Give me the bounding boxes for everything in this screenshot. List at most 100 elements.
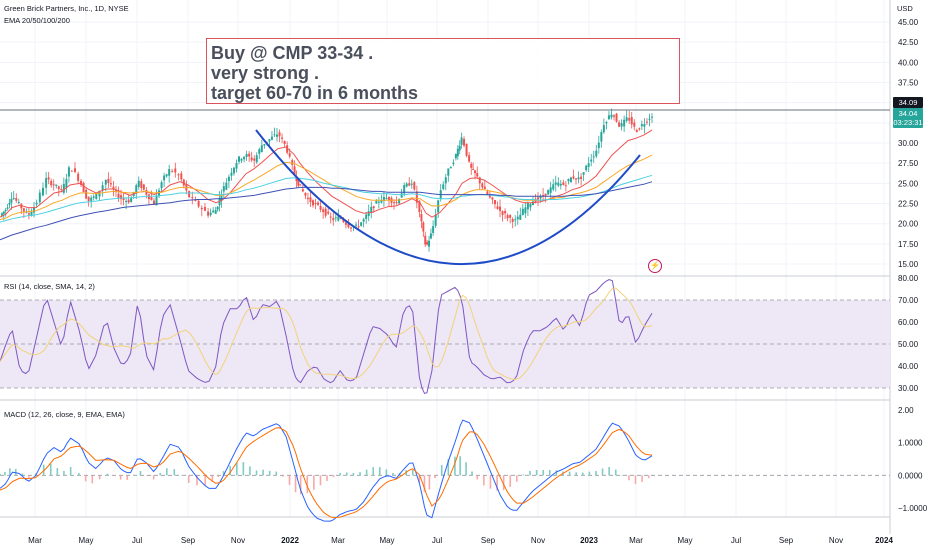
candle-up	[521, 208, 524, 215]
candle-down	[286, 145, 289, 153]
macd-histogram-bar	[352, 472, 355, 476]
time-tick-label: Jul	[432, 536, 442, 545]
annotation-line-1: Buy @ CMP 33-34 .	[211, 43, 374, 63]
macd-histogram-bar	[365, 469, 368, 476]
macd-histogram-bar	[235, 462, 238, 476]
candle-down	[122, 198, 125, 201]
macd-histogram-bar	[434, 475, 436, 479]
time-tick-label: Nov	[829, 536, 843, 545]
candle-down	[203, 206, 206, 211]
candle-down	[319, 205, 322, 210]
candle-down	[332, 218, 335, 221]
macd-histogram-bar	[255, 470, 258, 476]
rsi-tick-label: 80.00	[898, 274, 919, 283]
macd-histogram-bar	[14, 468, 17, 476]
currency-label: USD	[897, 4, 913, 13]
candle-up	[514, 219, 517, 221]
macd-histogram-bar	[647, 475, 650, 479]
macd-histogram-bar	[28, 475, 30, 478]
candle-up	[452, 162, 455, 165]
candle-up	[235, 163, 238, 169]
candle-down	[486, 191, 489, 195]
candle-down	[580, 176, 583, 180]
candle-up	[92, 196, 95, 198]
candle-down	[248, 153, 251, 157]
macd-histogram-bar	[454, 456, 456, 476]
time-tick-label: 2023	[580, 536, 598, 545]
candle-up	[410, 183, 413, 185]
candle-down	[197, 200, 200, 207]
ema-indicator-label[interactable]: EMA 20/50/100/200	[4, 16, 70, 25]
macd-histogram-bar	[126, 475, 129, 480]
candle-down	[314, 202, 317, 204]
candle-up	[130, 198, 133, 203]
candle-up	[225, 182, 228, 190]
rsi-tick-label: 60.00	[898, 318, 919, 327]
candle-down	[499, 206, 502, 211]
candle-up	[4, 209, 7, 212]
symbol-title[interactable]: Green Brick Partners, Inc., 1D, NYSE	[4, 4, 129, 13]
macd-histogram-bar	[346, 472, 348, 476]
macd-line	[0, 419, 653, 522]
rsi-indicator-label[interactable]: RSI (14, close, SMA, 14, 2)	[4, 282, 95, 291]
candle-down	[194, 199, 197, 201]
candle-up	[454, 154, 457, 159]
macd-histogram-bar	[152, 475, 155, 480]
price-tick-label: 20.00	[898, 220, 919, 229]
candle-down	[295, 175, 298, 182]
candle-up	[526, 202, 529, 210]
time-axis[interactable]: Mar May Jul Sep Nov 2022 Mar May Jul Sep Nov 2023 Ma…	[28, 536, 893, 545]
annotation-callout[interactable]: Buy @ CMP 33-34 . very strong . target 6…	[206, 38, 680, 104]
candle-up	[263, 144, 266, 146]
candle-down	[299, 184, 302, 186]
macd-histogram-bar	[288, 475, 291, 485]
macd-histogram-bar	[187, 475, 190, 483]
candle-down	[180, 173, 183, 180]
macd-histogram-bar	[306, 475, 309, 494]
candle-up	[403, 185, 406, 194]
candle-down	[633, 122, 636, 127]
candle-down	[347, 223, 350, 228]
candle-down	[478, 177, 481, 184]
events-bolt-icon[interactable]: ⚡	[648, 259, 662, 273]
current-price-tag: 34.04	[893, 108, 923, 119]
candle-down	[418, 200, 421, 213]
candle-down	[420, 214, 423, 222]
candle-down	[182, 179, 185, 186]
candle-up	[230, 172, 233, 176]
time-tick-label: Nov	[231, 536, 245, 545]
macd-histogram-bar	[588, 471, 591, 476]
candle-down	[628, 118, 631, 121]
candle-down	[562, 182, 565, 185]
candle-up	[362, 219, 365, 222]
macd-indicator-label[interactable]: MACD (12, 26, close, 9, EMA, EMA)	[4, 410, 125, 419]
candle-up	[273, 134, 276, 136]
candle-up	[623, 119, 626, 127]
candle-up	[137, 180, 140, 187]
candle-down	[470, 163, 473, 168]
candle-up	[432, 226, 435, 233]
candle-down	[472, 168, 475, 170]
candle-up	[442, 184, 445, 190]
candle-down	[501, 211, 504, 215]
candle-up	[375, 200, 378, 204]
candle-up	[651, 116, 653, 118]
candle-down	[324, 208, 327, 216]
candle-up	[382, 197, 385, 202]
candle-down	[357, 226, 360, 228]
candle-up	[539, 195, 542, 199]
candle-up	[216, 206, 219, 210]
macd-histogram-bar	[423, 475, 426, 492]
candle-down	[309, 197, 312, 203]
candle-up	[160, 182, 163, 189]
price-tick-label: 42.50	[898, 38, 919, 47]
price-axis[interactable]: 45.0042.5040.0037.5035.0032.5030.0027.50…	[898, 18, 919, 269]
candle-up	[587, 163, 590, 167]
price-tick-label: 27.50	[898, 159, 919, 168]
candle-down	[304, 192, 307, 196]
candle-up	[405, 183, 408, 187]
candle-down	[329, 216, 332, 218]
candle-up	[45, 178, 48, 188]
macd-histogram-bar	[9, 468, 11, 476]
candle-down	[638, 128, 641, 130]
